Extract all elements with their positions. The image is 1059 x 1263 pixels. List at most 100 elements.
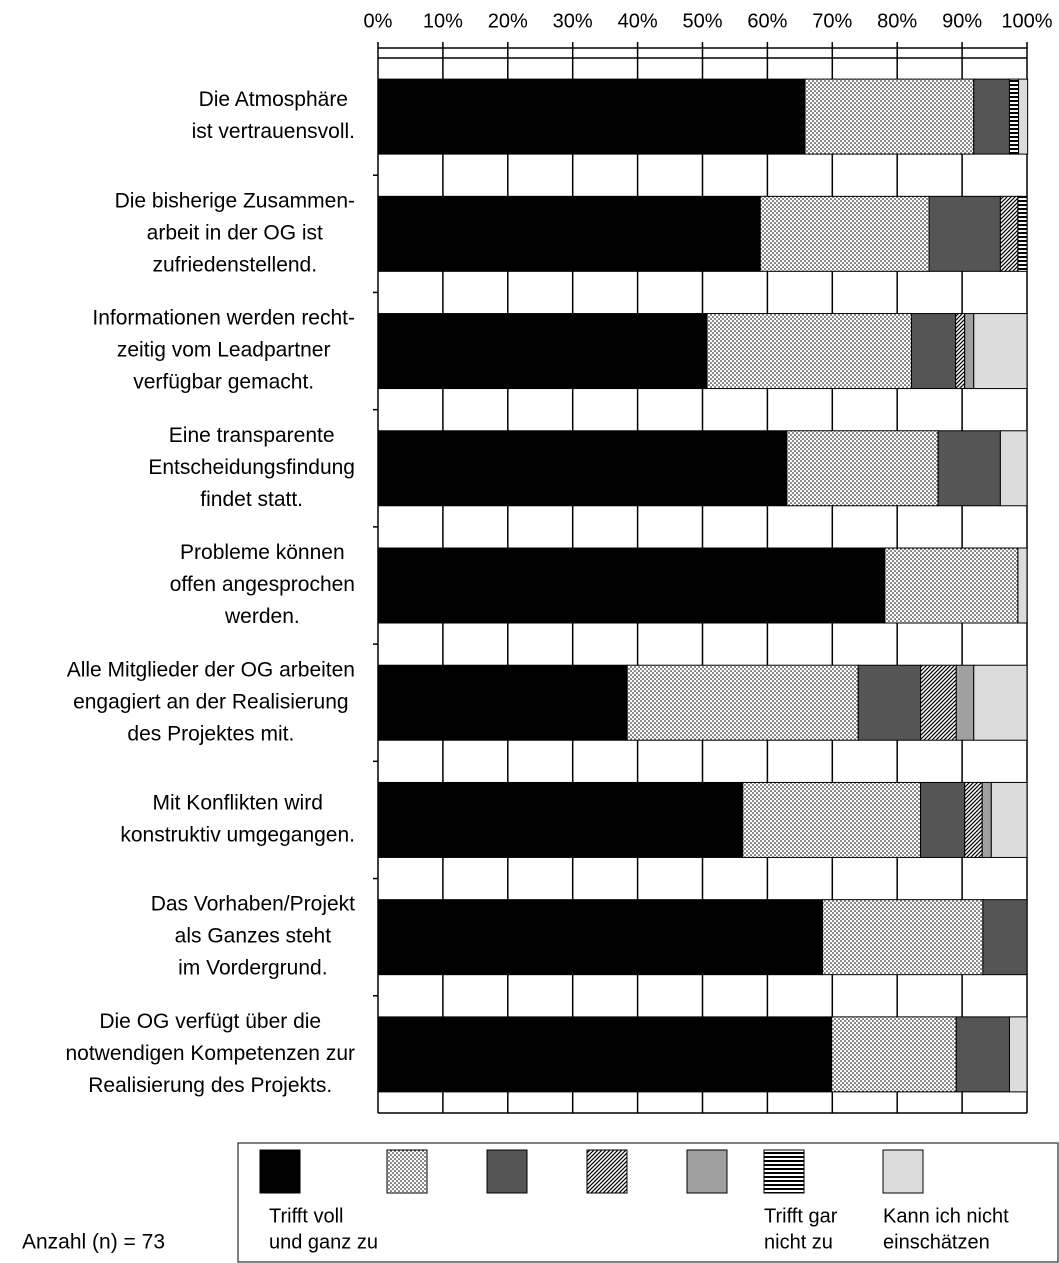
bar-segment <box>822 899 984 976</box>
category-label-line: Die Atmosphäre <box>199 88 348 111</box>
legend-label: Kann ich nicht <box>883 1205 1009 1227</box>
x-tick-label: 100% <box>1001 10 1052 32</box>
x-tick-label: 10% <box>423 10 463 32</box>
category-label-line: arbeit in der OG ist <box>147 221 323 244</box>
bar-segment <box>884 547 1019 624</box>
bar-segment <box>1008 1016 1028 1093</box>
bar-segment <box>377 313 708 390</box>
category-label-line: des Projektes mit. <box>127 722 294 745</box>
legend-swatch <box>686 1149 728 1194</box>
x-tick-label: 50% <box>682 10 722 32</box>
category-label-line: Realisierung des Projekts. <box>88 1074 332 1097</box>
bar-segment <box>973 313 1028 390</box>
x-tick-label: 80% <box>877 10 917 32</box>
legend-swatch <box>259 1149 301 1194</box>
bar-segment <box>955 1016 1010 1093</box>
legend-label: Trifft voll <box>269 1205 343 1227</box>
category-label-line: Informationen werden recht- <box>92 307 355 330</box>
legend-swatch <box>386 1149 428 1194</box>
legend-swatch <box>586 1149 628 1194</box>
category-label-line: konstruktiv umgegangen. <box>120 823 355 846</box>
category-label-line: im Vordergrund. <box>178 957 327 980</box>
category-label-line: Die bisherige Zusammen- <box>115 189 355 212</box>
bar-segment <box>857 664 922 741</box>
bar-segment <box>928 195 1001 272</box>
category-label: Eine transparente Entscheidungsfindung fin… <box>148 424 355 511</box>
bar-segment <box>831 1016 957 1093</box>
bar-segment <box>786 430 939 507</box>
category-label-line: ist vertrauensvoll. <box>192 120 355 143</box>
legend-swatch <box>763 1149 805 1194</box>
legend-label: und ganz zu <box>269 1231 378 1253</box>
category-label-line: Mit Konflikten wird <box>152 791 322 814</box>
category-label: Probleme können offen angesprochen werden. <box>170 541 355 628</box>
category-label: Die bisherige Zusammen-arbeit in der OG … <box>115 189 355 276</box>
category-label-line: als Ganzes steht <box>175 925 332 948</box>
bar-segment <box>626 664 859 741</box>
bar-segment <box>706 313 912 390</box>
x-tick-label: 20% <box>488 10 528 32</box>
x-tick-label: 0% <box>364 10 393 32</box>
bar-segment <box>999 195 1019 272</box>
bar-segment <box>742 781 922 858</box>
bar-segment <box>920 781 966 858</box>
category-label-line: offen angesprochen <box>170 573 355 596</box>
bar-segment <box>1017 195 1028 272</box>
category-label-line: verfügbar gemacht. <box>133 371 314 394</box>
bar-segment <box>981 781 992 858</box>
bar-segment <box>964 313 975 390</box>
bar-segment <box>910 313 957 390</box>
bar-segment <box>937 430 1001 507</box>
category-label-line: zeitig vom Leadpartner <box>117 339 331 362</box>
note: Anzahl (n) = 73 <box>22 1231 165 1254</box>
x-tick-label: 30% <box>553 10 593 32</box>
category-label-line: findet statt. <box>200 488 303 511</box>
bar-segment <box>377 430 788 507</box>
category-label: Die OG verfügt über die notwendigen Kompe… <box>65 1010 355 1097</box>
category-label-line: Das Vorhaben/Projekt <box>151 893 355 916</box>
category-label-line: Alle Mitglieder der OG arbeiten <box>67 658 355 681</box>
bar-segment <box>377 547 886 624</box>
category-label: Mit Konflikten wird konstruktiv umgegange… <box>120 791 355 846</box>
x-tick-label: 60% <box>747 10 787 32</box>
bar-segment <box>759 195 930 272</box>
bar-segment <box>999 430 1028 507</box>
bar-segment <box>377 78 806 155</box>
bar-segment <box>1018 78 1029 155</box>
bar-segment <box>377 195 761 272</box>
legend-label: einschätzen <box>883 1231 990 1253</box>
bar-segment <box>973 664 1028 741</box>
category-label-line: Eine transparente <box>169 424 335 447</box>
legend-swatch <box>486 1149 528 1194</box>
legend-label: Trifft gar <box>764 1205 838 1227</box>
bar-segment <box>920 664 957 741</box>
bar-segment <box>377 1016 833 1093</box>
category-label: Alle Mitglieder der OG arbeiten engagiert… <box>67 658 355 745</box>
bar-segment <box>377 781 744 858</box>
category-label-line: engagiert an der Realisierung <box>73 690 349 713</box>
x-tick-label: 90% <box>942 10 982 32</box>
legend-label: nicht zu <box>764 1231 833 1253</box>
category-label-line: Probleme können <box>180 541 345 564</box>
bar-segment <box>964 781 983 858</box>
bar-segment <box>377 664 628 741</box>
bar-segment <box>955 664 975 741</box>
bar-segment <box>377 899 824 976</box>
x-tick-label: 70% <box>812 10 852 32</box>
bar-segment <box>1017 547 1028 624</box>
legend-swatch <box>882 1149 924 1194</box>
bar-segment <box>990 781 1028 858</box>
bar-segment <box>973 78 1010 155</box>
category-label-line: werden. <box>224 605 300 628</box>
x-tick-label: 40% <box>618 10 658 32</box>
category-label-line: notwendigen Kompetenzen zur <box>65 1042 355 1065</box>
bar-segment <box>1008 78 1020 155</box>
category-label: Das Vorhaben/Projekt als Ganzes steht im V… <box>151 893 355 980</box>
category-label: Informationen werden recht-zeitig vom Le… <box>92 307 355 394</box>
category-label-line: Entscheidungsfindung <box>148 456 355 479</box>
bar-segment <box>982 899 1028 976</box>
category-label: Die Atmosphäre ist vertrauensvoll. <box>192 88 355 143</box>
legend-box <box>237 1142 1059 1263</box>
bar-segment <box>955 313 966 390</box>
